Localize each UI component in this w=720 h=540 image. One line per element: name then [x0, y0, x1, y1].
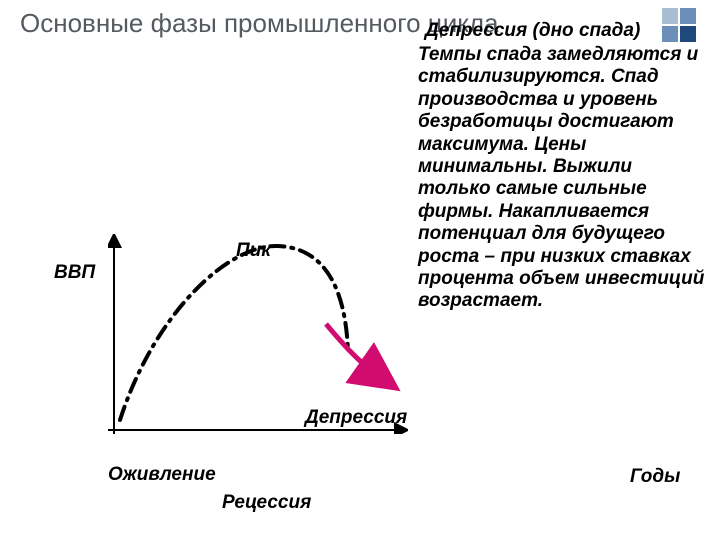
label-depression: Депрессия — [305, 407, 407, 429]
recession-arrow — [326, 324, 376, 374]
description-body: Темпы спада замедляются и стабилизируютс… — [418, 44, 706, 313]
axis-label-x: Годы — [630, 466, 680, 488]
description-heading: Депрессия (дно спада) — [425, 20, 640, 42]
cycle-chart — [108, 234, 408, 434]
accent-icon — [662, 8, 696, 42]
label-recovery: Оживление — [108, 464, 216, 486]
label-recession: Рецессия — [222, 492, 311, 514]
axis-label-y: ВВП — [54, 262, 95, 284]
slide: Основные фазы промышленного цикла Депрес… — [0, 0, 720, 540]
label-peak: Пик — [236, 240, 271, 262]
cycle-curve — [120, 246, 348, 420]
